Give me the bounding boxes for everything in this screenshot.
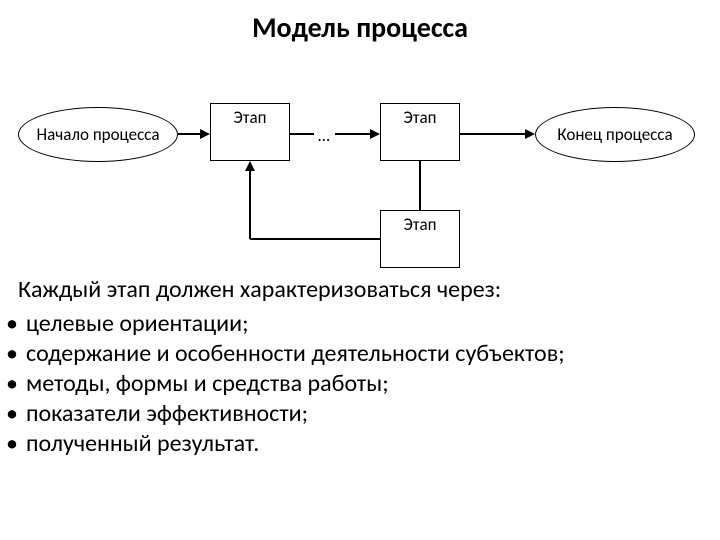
node-end-label: Конец процесса	[557, 124, 672, 145]
edge-stage2-end	[460, 133, 527, 135]
edge-dots-stage2-arrow	[370, 129, 380, 139]
list-item: целевые ориентации;	[26, 309, 702, 339]
edge-start-stage1-arrow	[200, 129, 210, 139]
edge-feedback-v	[249, 170, 251, 239]
edge-stage2-stage3	[419, 161, 421, 210]
edge-dots-stage2	[335, 133, 372, 135]
list-item: полученный результат.	[26, 429, 702, 459]
edge-stage2-end-arrow	[525, 129, 535, 139]
edge-feedback-arrow	[245, 161, 255, 171]
edge-feedback-h	[250, 238, 380, 240]
list-item: содержание и особенности деятельности су…	[26, 339, 702, 369]
intro-text: Каждый этап должен характеризоваться чер…	[0, 275, 720, 305]
list-item: методы, формы и средства работы;	[26, 369, 702, 399]
node-stage3: Этап	[380, 210, 460, 268]
node-dots: …	[318, 125, 330, 146]
edge-stage1-dots	[290, 133, 314, 135]
node-stage2-label: Этап	[404, 107, 437, 128]
process-diagram: Начало процесса Этап … Этап Конец процес…	[0, 45, 720, 275]
bullet-list: целевые ориентации; содержание и особенн…	[0, 309, 720, 459]
node-stage3-label: Этап	[404, 214, 437, 235]
node-stage2: Этап	[380, 103, 460, 161]
page-title: Модель процесса	[0, 0, 720, 45]
list-item: показатели эффективности;	[26, 399, 702, 429]
node-stage1-label: Этап	[234, 107, 267, 128]
node-stage1: Этап	[210, 103, 290, 161]
edge-start-stage1	[178, 133, 202, 135]
node-start-label: Начало процесса	[36, 124, 159, 145]
node-start: Начало процесса	[18, 107, 178, 162]
node-end: Конец процесса	[535, 107, 695, 162]
